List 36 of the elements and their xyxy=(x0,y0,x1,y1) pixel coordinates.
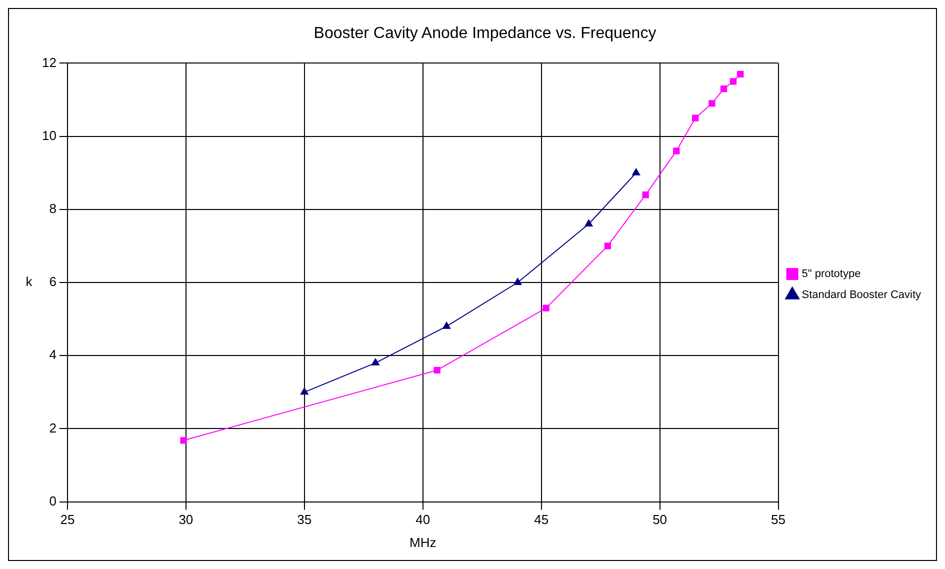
x-tick-label: 25 xyxy=(60,512,75,528)
y-tick-label: 8 xyxy=(49,200,56,216)
point xyxy=(372,358,380,366)
x-tick-label: 30 xyxy=(178,512,194,528)
y-tick-label: 6 xyxy=(49,274,56,290)
point xyxy=(720,85,728,92)
point xyxy=(542,304,550,312)
point xyxy=(632,168,640,176)
point xyxy=(730,78,737,85)
point xyxy=(434,366,440,374)
point xyxy=(708,100,716,107)
y-axis-title: k xyxy=(26,274,33,290)
point xyxy=(584,220,593,227)
y-tick-label: 0 xyxy=(49,493,56,508)
point xyxy=(642,191,649,198)
y-tick-label: 12 xyxy=(42,54,56,70)
chart-title: Booster Cavity Anode Impedance vs. Frequency xyxy=(314,25,656,42)
point xyxy=(673,148,680,154)
x-tick-label: 45 xyxy=(534,512,549,528)
point xyxy=(442,322,451,329)
point xyxy=(737,70,744,78)
point xyxy=(300,388,308,395)
x-tick-label: 50 xyxy=(652,512,668,528)
point xyxy=(692,114,699,122)
y-tick-label: 2 xyxy=(49,420,56,436)
y-tick-label: 10 xyxy=(42,128,56,143)
point xyxy=(514,278,522,285)
legend-label: 5" prototype xyxy=(802,268,861,280)
point xyxy=(180,437,187,444)
x-tick-label: 40 xyxy=(416,512,430,528)
x-tick-label: 55 xyxy=(771,512,786,528)
x-axis-title: MHz xyxy=(410,534,436,550)
legend-label: Standard Booster Cavity xyxy=(802,289,922,302)
x-tick-label: 35 xyxy=(297,512,312,528)
y-tick-label: 4 xyxy=(49,347,56,362)
point xyxy=(604,242,612,250)
